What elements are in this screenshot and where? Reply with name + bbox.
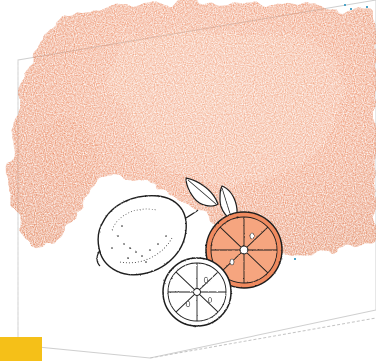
orange-slice-illustration — [205, 211, 283, 289]
lemon-illustration — [96, 195, 199, 276]
ink-specks — [294, 4, 368, 260]
watercolor-wash — [8, 2, 376, 256]
yellow-corner-strip — [0, 337, 42, 361]
lime-slice-illustration — [162, 257, 232, 327]
